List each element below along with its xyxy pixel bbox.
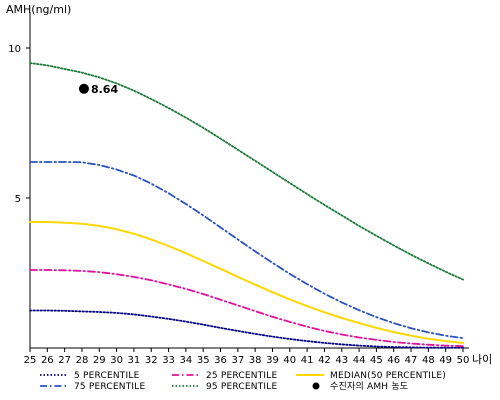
x-tick-label: 40	[283, 355, 296, 366]
series-layer	[29, 62, 464, 349]
axes: 5 10 25 26 27 28 29 30 31 32 33 34 35 36 37 38 39 40 41 42 4…	[8, 12, 469, 366]
series-line-3	[29, 161, 464, 340]
x-tick-label: 32	[145, 355, 158, 366]
legend-label-2: MEDIAN(50 PERCENTILE)	[330, 371, 446, 381]
legend-label-5: 수진자의 AMH 농도	[330, 381, 408, 392]
x-tick-label: 35	[197, 355, 210, 366]
series-line-1	[29, 269, 464, 348]
x-tick-label: 36	[214, 355, 227, 366]
marker-layer: 8.64	[78, 83, 118, 96]
x-tick-label: 28	[76, 355, 89, 366]
y-tick-label: 5	[15, 194, 21, 205]
series-line-2	[29, 221, 464, 344]
legend-label-1: 25 PERCENTILE	[206, 371, 278, 381]
x-tick-label: 46	[387, 355, 400, 366]
x-tick-label: 43	[335, 355, 348, 366]
x-tick-label: 44	[353, 355, 366, 366]
x-tick-label: 50	[457, 355, 470, 366]
x-tick-label: 26	[41, 355, 54, 366]
x-tick-label: 41	[301, 355, 314, 366]
patient-amh-marker	[78, 83, 89, 94]
x-tick-label: 25	[24, 355, 37, 366]
x-tick-label: 45	[370, 355, 383, 366]
x-tick-label: 37	[231, 355, 244, 366]
x-tick-label: 47	[405, 355, 418, 366]
y-axis-label: AMH(ng/ml)	[6, 3, 71, 16]
y-tick-label: 10	[8, 44, 21, 55]
legend-label-4: 95 PERCENTILE	[206, 382, 278, 392]
x-tick-label: 34	[180, 355, 193, 366]
x-tick-label: 38	[249, 355, 262, 366]
patient-amh-value-label: 8.64	[91, 83, 118, 96]
x-tick-label: 27	[58, 355, 71, 366]
legend: 5 PERCENTILE 25 PERCENTILE MEDIAN(50 PERCE…	[40, 371, 446, 392]
x-tick-label: 48	[422, 355, 435, 366]
x-tick-label: 42	[318, 355, 331, 366]
x-tick-label: 31	[128, 355, 141, 366]
x-tick-label: 29	[93, 355, 106, 366]
x-axis-label: 나이	[472, 353, 492, 366]
x-tick-label: 39	[266, 355, 279, 366]
x-tick-label: 33	[162, 355, 175, 366]
series-line-0	[29, 309, 464, 349]
series-line-4	[29, 62, 464, 281]
legend-label-0: 5 PERCENTILE	[74, 371, 140, 381]
x-tick-label: 49	[439, 355, 452, 366]
x-tick-label: 30	[110, 355, 123, 366]
legend-marker-symbol	[312, 382, 320, 390]
legend-label-3: 75 PERCENTILE	[74, 382, 146, 392]
